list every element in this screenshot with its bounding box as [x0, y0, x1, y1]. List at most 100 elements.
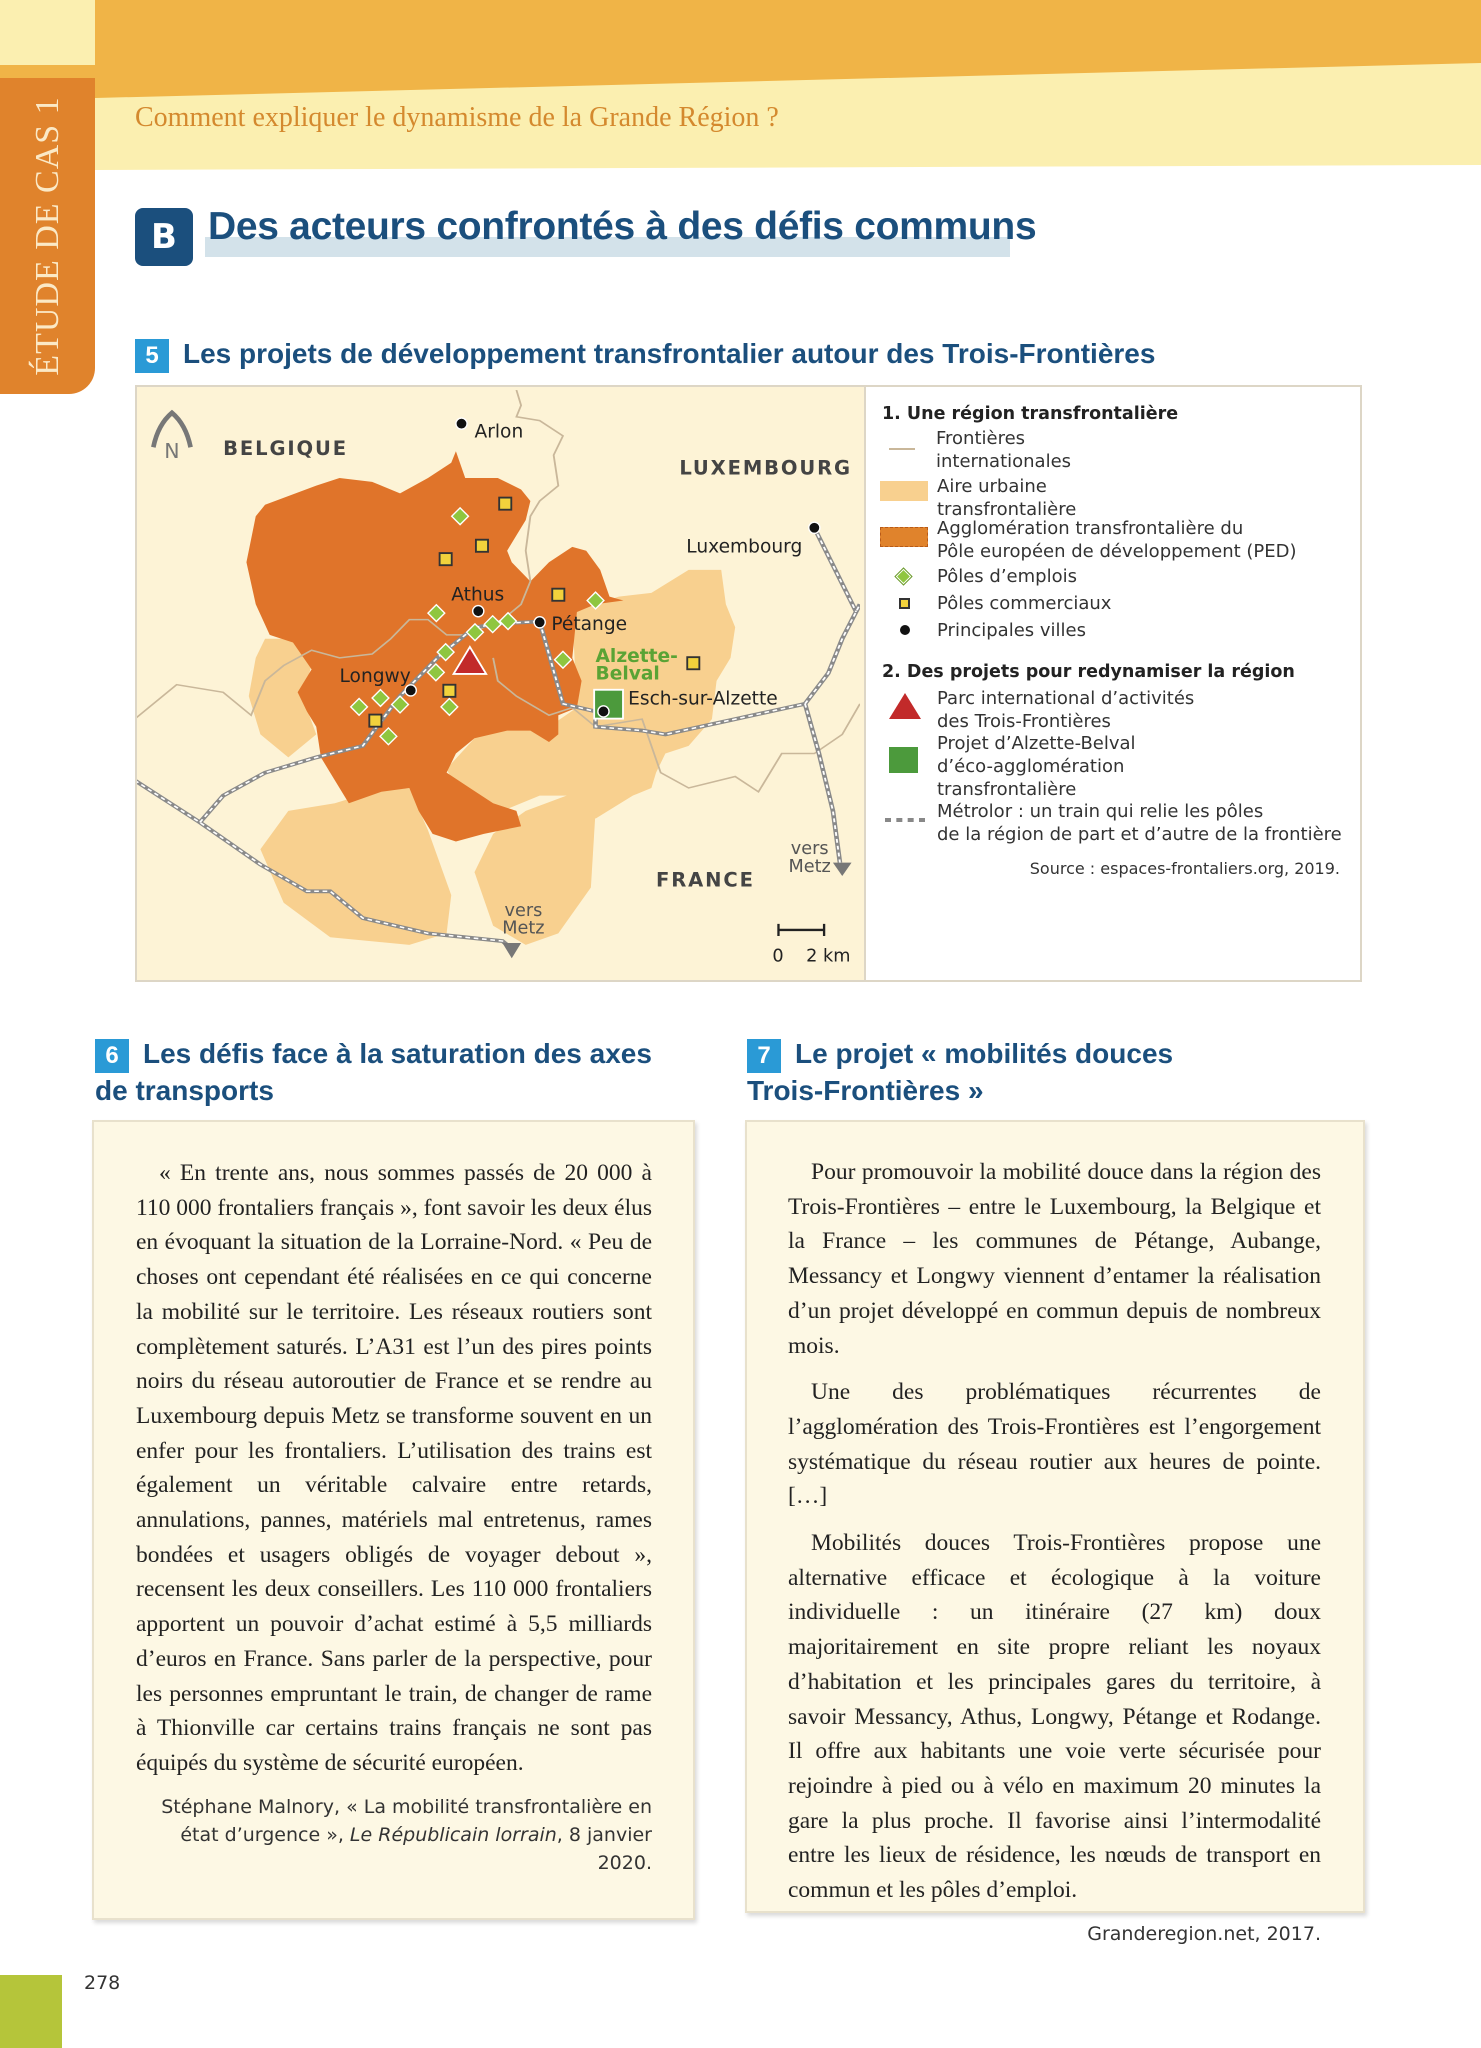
paragraph: Pour promouvoir la mobilité douce dans l…: [788, 1159, 1321, 1359]
employment-pole-marker: [553, 650, 573, 670]
commercial-pole-marker: [551, 587, 566, 602]
doc-number: 5: [135, 338, 169, 373]
doc6-title: de transports: [95, 1074, 274, 1106]
employment-pole-marker: [498, 611, 518, 631]
map-figure: N BELGIQUE LUXEMBOURG FRANCE Arlon Athus…: [135, 385, 1362, 982]
page-corner-mark: [0, 1975, 62, 2048]
employment-pole-marker: [465, 622, 485, 642]
commercial-pole-marker: [498, 496, 513, 511]
city-label: Pétange: [551, 614, 627, 635]
commercial-pole-marker: [438, 552, 453, 567]
legend-item: Principales villes: [937, 620, 1086, 641]
urban-area: [446, 569, 736, 819]
city-marker: [597, 705, 610, 718]
doc-number: 6: [95, 1038, 129, 1073]
legend-item: Pôles commerciaux: [937, 593, 1112, 614]
city-label: Longwy: [340, 666, 411, 687]
header-band: [0, 0, 1481, 170]
commercial-pole-marker: [442, 683, 457, 698]
city-dot-icon: [900, 625, 910, 635]
doc7-title: Le projet « mobilités douces: [795, 1038, 1174, 1069]
employment-pole-marker: [436, 642, 456, 662]
scale-bar: 0 2 km: [772, 923, 850, 967]
side-tab: ÉTUDE DE CAS 1: [0, 78, 95, 394]
city-label: Athus: [451, 584, 504, 605]
commercial-pole-marker: [686, 656, 701, 671]
legend-item: Agglomération transfrontalière du Pôle eu…: [937, 518, 1297, 562]
parc-trois-frontieres: [451, 645, 488, 675]
city-marker: [404, 684, 418, 697]
paragraph: Une des problématiques récurrentes de l’…: [788, 1379, 1321, 1510]
country-label: FRANCE: [656, 869, 755, 892]
commerce-icon: [899, 598, 910, 609]
doc7-heading: 7 Le projet « mobilités douces Trois-Front…: [747, 1036, 1173, 1109]
ped-agglomeration: [246, 451, 624, 842]
country-label: LUXEMBOURG: [679, 456, 852, 479]
border-line-swatch: [889, 448, 915, 450]
doc5-title: Les projets de développement transfronta…: [183, 338, 1156, 369]
map: N BELGIQUE LUXEMBOURG FRANCE Arlon Athus…: [137, 387, 866, 980]
arrow-down-icon: [832, 862, 852, 876]
rail-line-swatch: [885, 818, 925, 822]
legend-item: Projet d’Alzette-Belval d’éco-agglomérati…: [937, 733, 1136, 800]
commercial-pole-marker: [474, 538, 489, 553]
employment-pole-marker: [440, 697, 459, 717]
section-title: Des acteurs confrontés à des défis commu…: [208, 205, 1037, 248]
scale-label: 0 2 km: [772, 947, 850, 967]
vers-metz-label: vers: [791, 839, 829, 859]
legend-item: Aire urbaine transfrontalière: [937, 476, 1077, 520]
page-number: 278: [84, 1972, 121, 1994]
map-legend: 1. Une région transfrontalière Frontière…: [862, 387, 1360, 980]
doc6-title: Les défis face à la saturation des axes: [143, 1038, 652, 1069]
urban-area: [474, 791, 596, 945]
doc-number: 7: [747, 1038, 781, 1073]
doc7-title: Trois-Frontières »: [747, 1074, 984, 1106]
vers-metz-label: Metz: [788, 857, 830, 877]
urban-area: [248, 638, 317, 758]
diamond-icon: [894, 567, 913, 586]
employment-pole-marker: [450, 506, 470, 526]
ped-swatch: [880, 527, 928, 547]
employment-pole-marker: [390, 695, 410, 714]
city-marker: [471, 604, 485, 618]
border: [492, 657, 860, 793]
employment-pole-marker: [379, 726, 398, 746]
city-marker: [808, 521, 821, 535]
commercial-pole-marker: [368, 713, 383, 728]
employment-pole-marker: [426, 663, 446, 682]
paragraph: « En trente ans, nous sommes passés de 2…: [136, 1160, 652, 1776]
north-arrow-icon: N: [151, 409, 193, 463]
chapter-question: Comment expliquer le dynamisme de la Gra…: [135, 102, 779, 133]
section-badge: B: [135, 208, 193, 266]
legend-item: Frontières internationales: [936, 428, 1072, 472]
doc7-text-box: Pour promouvoir la mobilité douce dans l…: [745, 1120, 1365, 1945]
triangle-icon: [889, 693, 921, 719]
arrow-down-icon: [502, 942, 522, 959]
country-label: BELGIQUE: [223, 437, 348, 460]
legend-heading: 2. Des projets pour redynamiser la régio…: [882, 662, 1295, 682]
map-source: Source : espaces-frontaliers.org, 2019.: [1029, 859, 1340, 878]
commercial-poles: [368, 496, 701, 728]
doc6-heading: 6 Les défis face à la saturation des axes…: [95, 1036, 652, 1109]
city-label: Arlon: [475, 421, 524, 442]
map-canvas: N BELGIQUE LUXEMBOURG FRANCE Arlon Athus…: [137, 390, 860, 967]
legend-item: Pôles d’emplois: [937, 566, 1077, 587]
urban-areas: [248, 569, 736, 945]
employment-pole-marker: [426, 603, 446, 623]
paragraph: Mobilités douces Trois-Frontières propos…: [788, 1530, 1321, 1904]
doc7-source: Granderegion.net, 2017.: [1087, 1922, 1321, 1945]
doc6-source: Stéphane Malnory, « La mobilité transfro…: [161, 1795, 652, 1874]
city-label: Luxembourg: [686, 536, 802, 557]
urban-area-swatch: [880, 481, 928, 501]
legend-heading: 1. Une région transfrontalière: [882, 404, 1179, 424]
employment-pole-marker: [483, 614, 503, 634]
green-square-icon: [889, 747, 918, 773]
main-cities: [404, 417, 821, 718]
alzette-label: Alzette-: [596, 646, 678, 667]
city-marker: [455, 417, 468, 430]
vers-metz-label: Metz: [502, 919, 544, 939]
side-tab-label: ÉTUDE DE CAS 1: [28, 96, 66, 376]
employment-pole-marker: [586, 591, 605, 610]
employment-pole-marker: [349, 697, 369, 717]
employment-pole-marker: [371, 688, 390, 708]
